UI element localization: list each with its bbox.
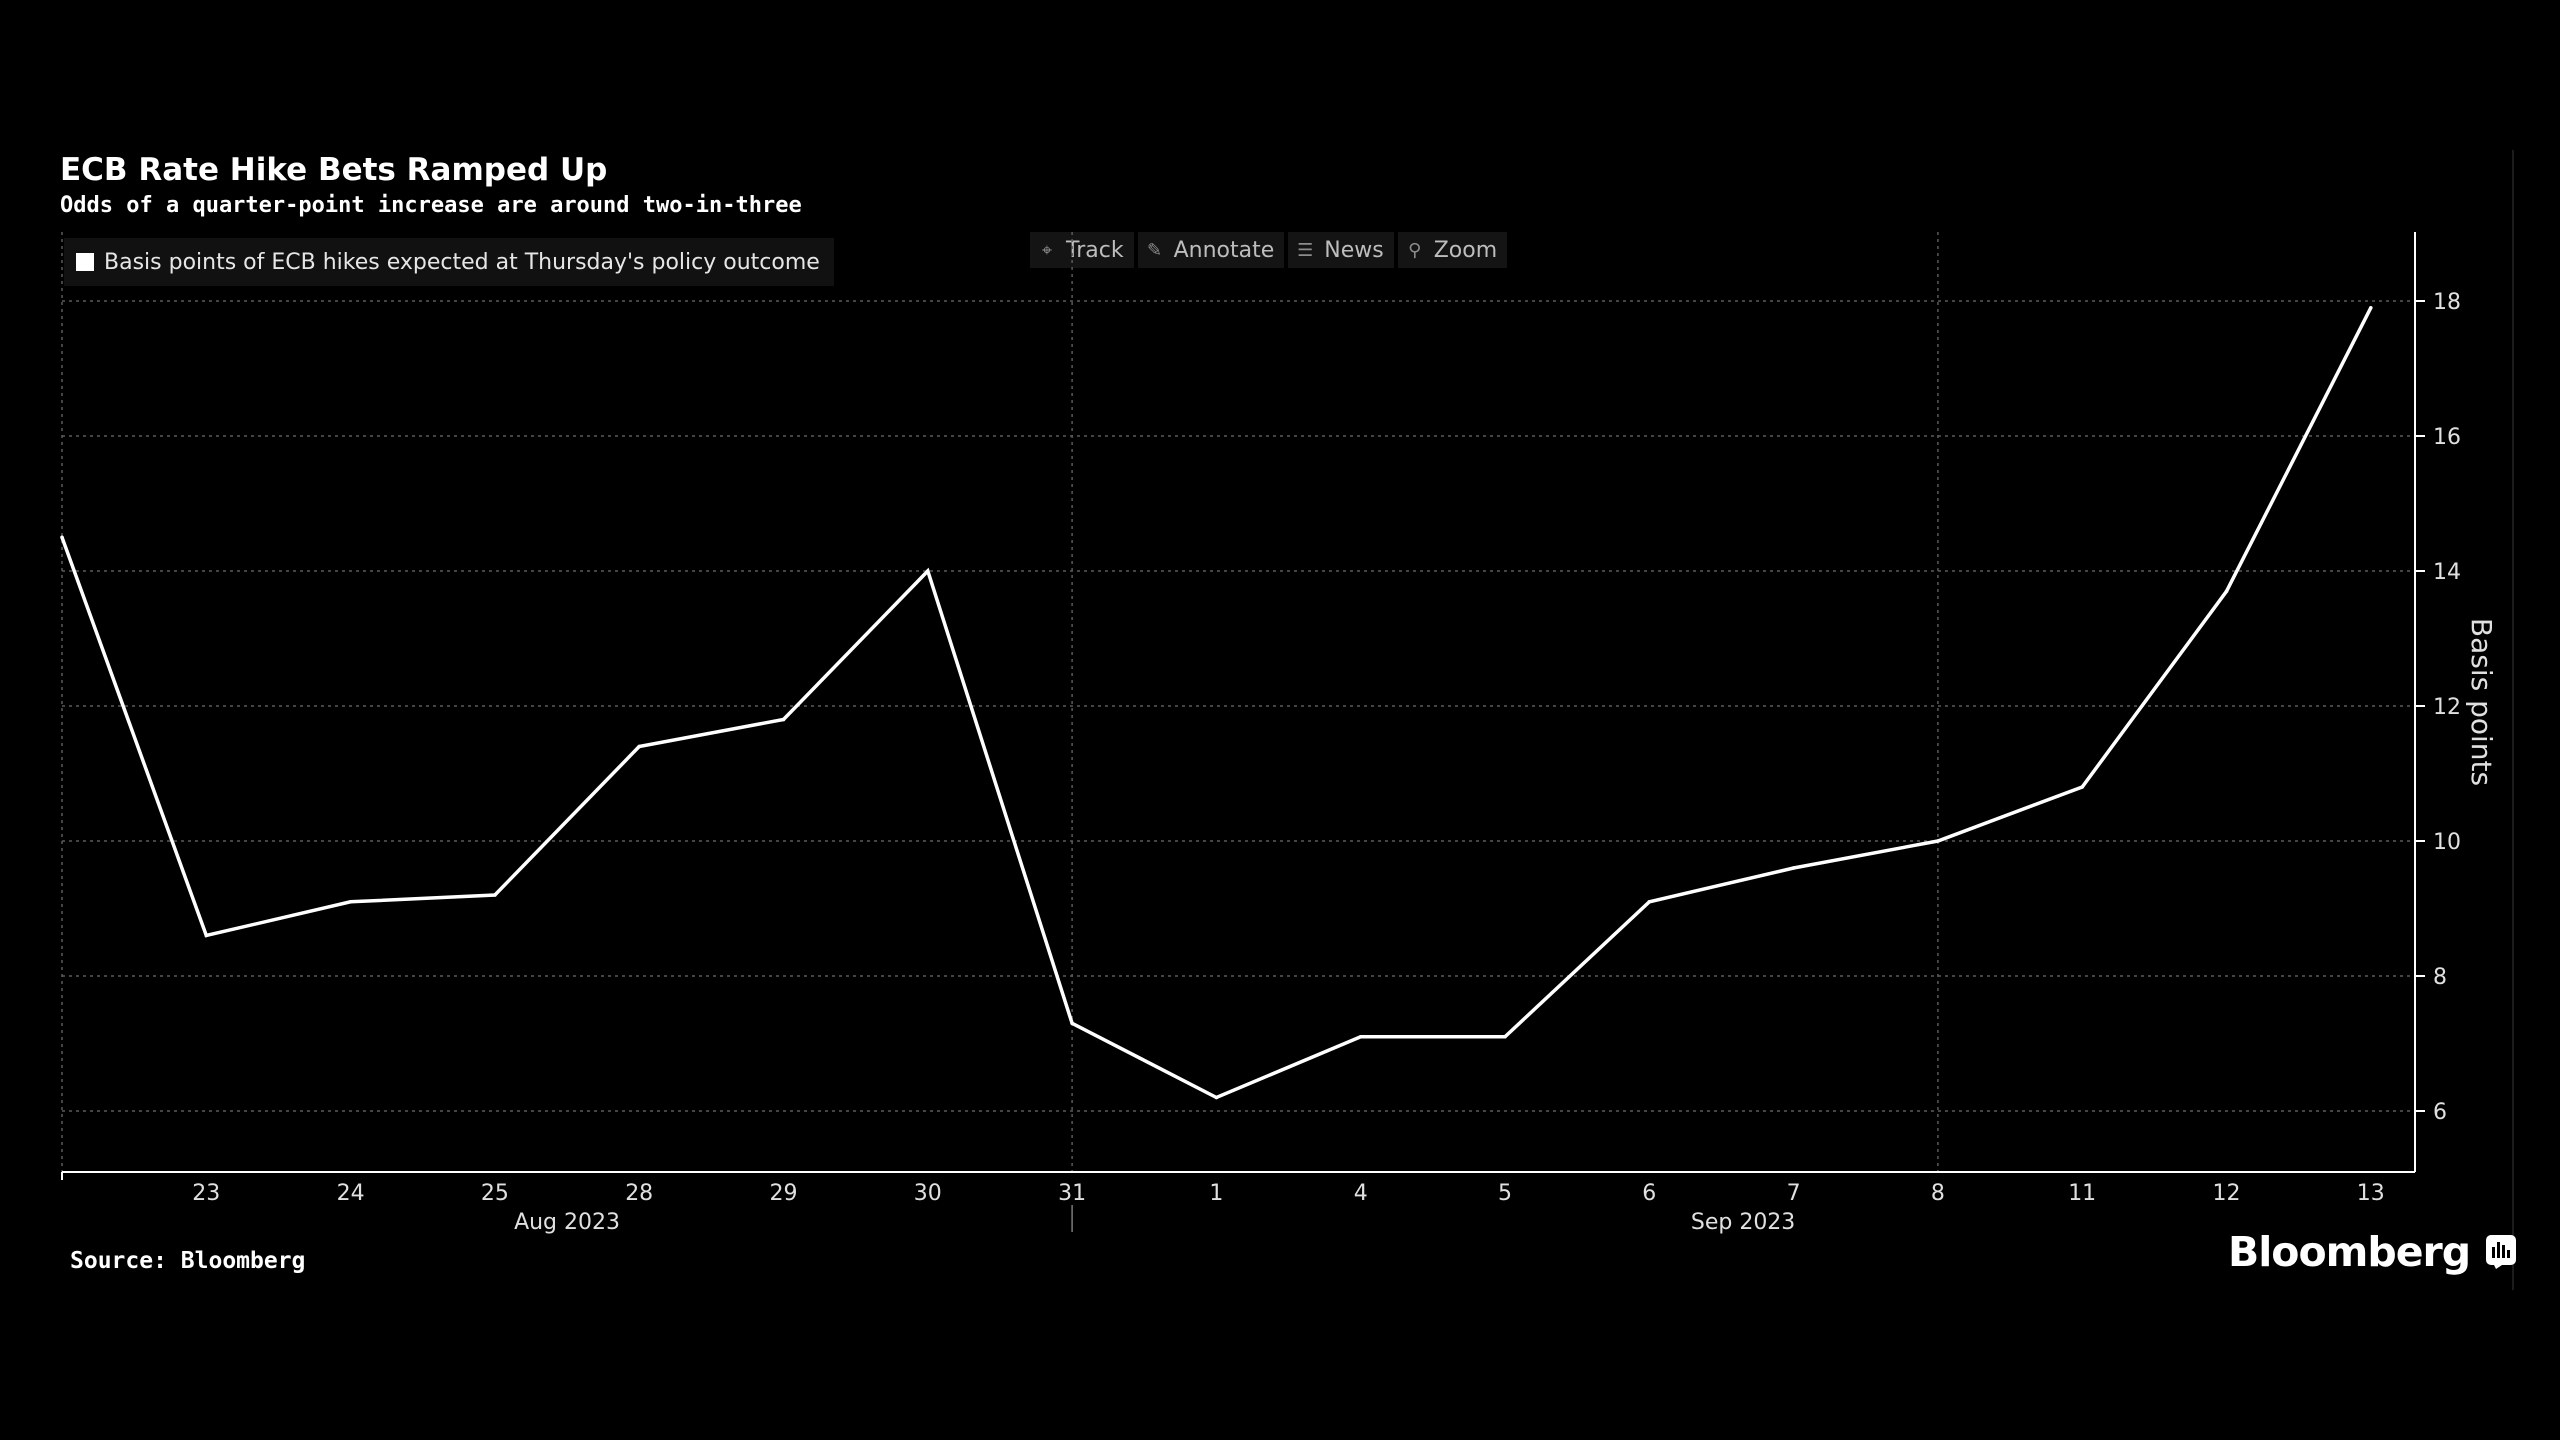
data-point[interactable] xyxy=(637,744,641,749)
track-button[interactable]: ⌖ Track xyxy=(1030,232,1134,268)
data-point[interactable] xyxy=(348,899,353,904)
annotate-button[interactable]: ✎ Annotate xyxy=(1137,232,1285,268)
brand: Bloomberg xyxy=(2228,1228,2517,1276)
data-point[interactable] xyxy=(1503,1034,1507,1039)
data-point[interactable] xyxy=(926,569,930,573)
x-tick-label: 1 xyxy=(1209,1181,1223,1206)
x-tick-label: 25 xyxy=(481,1181,509,1206)
y-axis-title: Basis points xyxy=(2465,618,2498,786)
zoom-label: Zoom xyxy=(1433,237,1498,263)
data-point[interactable] xyxy=(1214,1095,1219,1100)
axes xyxy=(61,232,2425,1232)
x-tick-label: 23 xyxy=(192,1181,220,1206)
data-point[interactable] xyxy=(781,717,786,722)
y-tick-label: 18 xyxy=(2433,290,2461,315)
y-tick-label: 14 xyxy=(2433,560,2461,585)
x-tick-label: 5 xyxy=(1498,1181,1512,1206)
series-line[interactable] xyxy=(60,307,2373,1100)
bloomberg-terminal-icon xyxy=(2486,1235,2517,1269)
x-tick-label: 11 xyxy=(2068,1181,2096,1206)
data-point[interactable] xyxy=(1791,866,1796,870)
data-point[interactable] xyxy=(493,893,497,897)
x-tick-label: 24 xyxy=(337,1181,365,1206)
track-label: Track xyxy=(1066,237,1124,263)
chart-subtitle: Odds of a quarter-point increase are aro… xyxy=(60,193,802,218)
magnifier-icon: ⚲ xyxy=(1408,239,1422,261)
zoom-button[interactable]: ⚲ Zoom xyxy=(1397,232,1508,268)
news-icon: ☰ xyxy=(1297,239,1314,261)
grid-lines xyxy=(61,232,2415,1172)
x-tick-label: 29 xyxy=(770,1181,798,1206)
bloomberg-logo: Bloomberg xyxy=(2228,1228,2471,1276)
data-point[interactable] xyxy=(1358,1034,1363,1039)
news-label: News xyxy=(1324,237,1384,263)
x-tick-label: 31 xyxy=(1058,1181,1086,1206)
data-point[interactable] xyxy=(2369,305,2373,310)
y-tick-label: 12 xyxy=(2433,695,2461,720)
chart-title: ECB Rate Hike Bets Ramped Up xyxy=(60,152,608,188)
data-point[interactable] xyxy=(1647,899,1652,904)
month-label: Sep 2023 xyxy=(1691,1210,1795,1235)
source-note: Source: Bloomberg xyxy=(70,1248,306,1274)
legend[interactable]: Basis points of ECB hikes expected at Th… xyxy=(64,238,834,286)
data-point[interactable] xyxy=(2224,589,2229,594)
data-point[interactable] xyxy=(2080,785,2084,789)
x-tick-label: 13 xyxy=(2357,1181,2385,1206)
data-point[interactable] xyxy=(1070,1021,1074,1026)
frame-divider xyxy=(2512,150,2514,1290)
data-point[interactable] xyxy=(60,535,64,540)
y-tick-label: 6 xyxy=(2433,1100,2447,1125)
crosshair-icon: ⌖ xyxy=(1041,239,1053,261)
annotate-label: Annotate xyxy=(1173,237,1275,263)
pencil-icon: ✎ xyxy=(1147,239,1163,261)
legend-label: Basis points of ECB hikes expected at Th… xyxy=(104,249,820,275)
x-tick-label: 4 xyxy=(1354,1181,1368,1206)
y-tick-label: 8 xyxy=(2433,965,2447,990)
x-tick-label: 8 xyxy=(1931,1181,1945,1206)
y-tick-label: 16 xyxy=(2433,425,2461,450)
x-tick-label: 30 xyxy=(914,1181,942,1206)
news-button[interactable]: ☰ News xyxy=(1288,232,1394,268)
x-tick-label: 28 xyxy=(625,1181,653,1206)
month-label: Aug 2023 xyxy=(514,1210,620,1235)
legend-swatch xyxy=(76,253,94,271)
data-point[interactable] xyxy=(204,933,209,938)
y-tick-label: 10 xyxy=(2433,830,2461,855)
x-tick-label: 12 xyxy=(2213,1181,2241,1206)
x-tick-label: 7 xyxy=(1787,1181,1801,1206)
x-tick-label: 6 xyxy=(1642,1181,1656,1206)
data-series xyxy=(60,305,2373,1100)
data-point[interactable] xyxy=(1936,839,1940,843)
chart-toolbar: ⌖ Track ✎ Annotate ☰ News ⚲ Zoom xyxy=(1030,232,1508,268)
